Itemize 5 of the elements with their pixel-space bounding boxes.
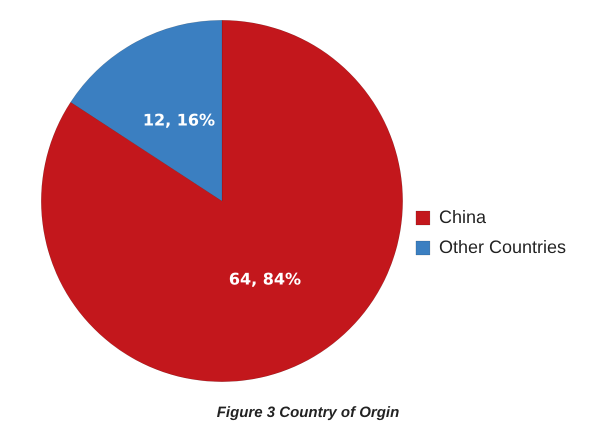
data-label: 64, 84% (228, 270, 302, 289)
legend-label: China (438, 206, 487, 227)
data-label: 12, 16% (142, 110, 216, 130)
text: Figure 3 Country of Orgin (216, 404, 400, 422)
legend-label: Other Countries (438, 236, 566, 257)
